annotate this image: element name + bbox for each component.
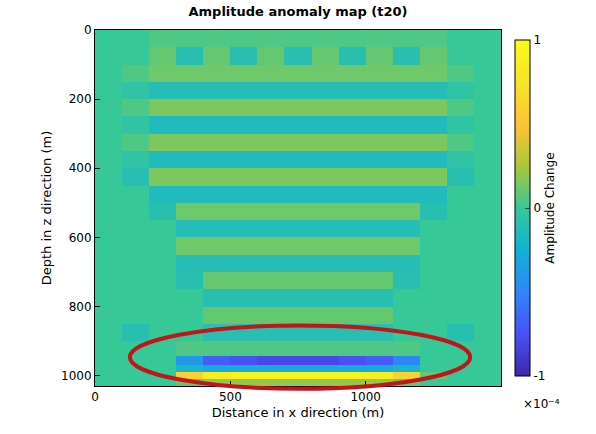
svg-text:1000: 1000 <box>61 369 92 383</box>
svg-text:1000: 1000 <box>350 390 381 404</box>
svg-text:Depth in z direction (m): Depth in z direction (m) <box>39 131 54 286</box>
svg-text:800: 800 <box>69 300 92 314</box>
svg-text:1: 1 <box>533 33 541 47</box>
svg-text:Amplitude anomaly map (t20): Amplitude anomaly map (t20) <box>188 4 407 19</box>
svg-text:×10⁻⁴: ×10⁻⁴ <box>523 397 560 411</box>
svg-text:500: 500 <box>219 390 242 404</box>
svg-text:400: 400 <box>69 161 92 175</box>
svg-text:Amplitude Change: Amplitude Change <box>543 152 557 263</box>
svg-text:-1: -1 <box>533 369 545 383</box>
svg-text:0: 0 <box>84 23 92 37</box>
svg-text:200: 200 <box>69 92 92 106</box>
svg-text:600: 600 <box>69 231 92 245</box>
svg-text:0: 0 <box>533 201 541 215</box>
svg-text:0: 0 <box>91 390 99 404</box>
svg-text:Distance in x direction (m): Distance in x direction (m) <box>212 405 385 420</box>
